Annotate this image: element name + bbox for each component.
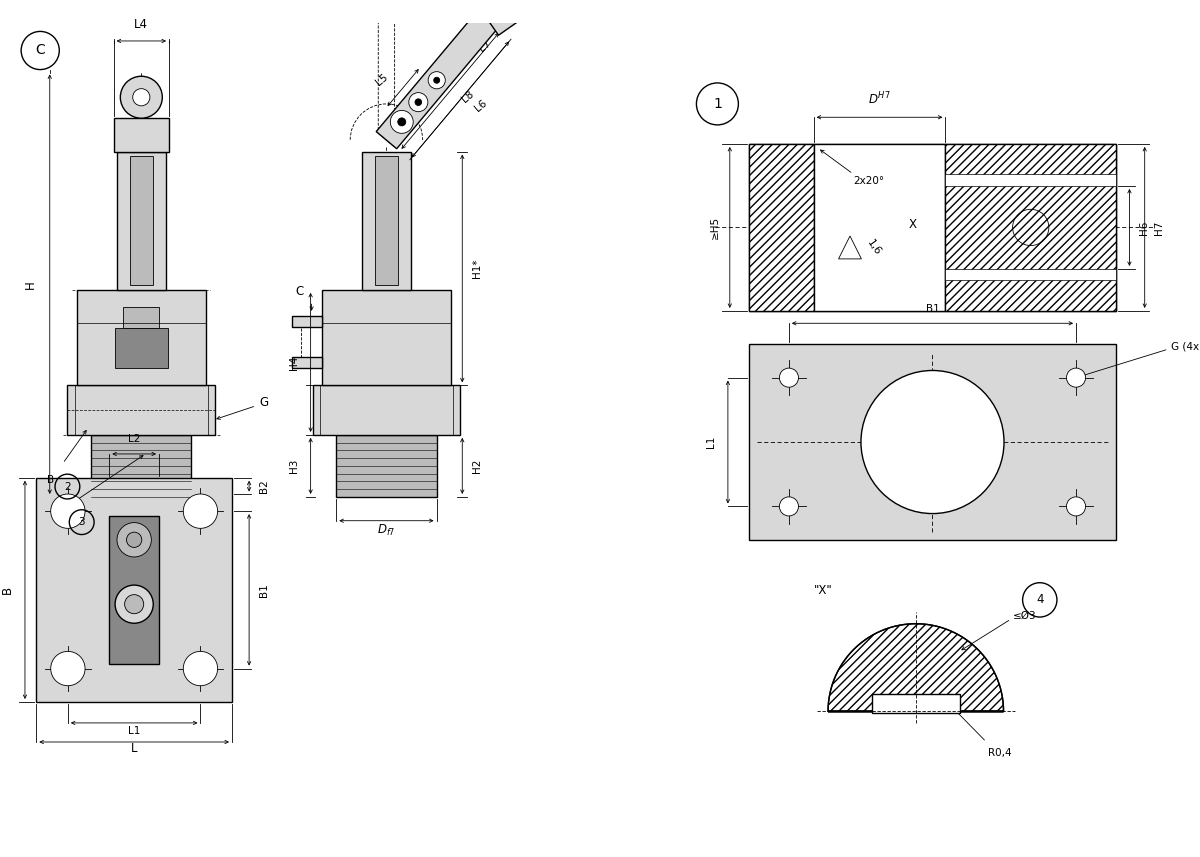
Text: H7: H7 [1154,220,1164,235]
Circle shape [120,76,162,118]
Text: 2: 2 [64,482,71,492]
Text: $D^{H7}$: $D^{H7}$ [869,91,890,108]
Bar [292,315,322,327]
Circle shape [1067,497,1086,516]
Circle shape [116,523,151,557]
Circle shape [860,370,1004,513]
Bar [814,144,946,311]
Circle shape [409,93,428,111]
Bar [91,434,191,497]
Circle shape [50,494,85,529]
Bar [109,516,158,664]
Text: L4: L4 [134,18,149,32]
Circle shape [133,88,150,105]
Bar [301,315,322,369]
Circle shape [115,585,154,623]
Bar [946,144,1116,311]
Polygon shape [377,11,498,149]
Text: H: H [24,279,37,289]
Bar [292,357,322,369]
Circle shape [780,497,798,516]
Text: L5: L5 [373,72,390,88]
Text: 1: 1 [713,97,722,111]
Circle shape [184,651,217,686]
Bar [77,290,205,386]
Circle shape [184,494,217,529]
Text: B1: B1 [925,303,940,314]
Bar [872,694,960,713]
Bar [312,386,461,434]
Bar [114,118,169,152]
Bar [322,290,451,386]
Bar [36,478,232,702]
Text: 3: 3 [78,517,85,527]
Bar [67,386,215,434]
Text: $D_{f7}$: $D_{f7}$ [377,523,396,538]
Polygon shape [828,624,1003,711]
Text: G: G [259,396,269,410]
Text: B1: B1 [259,583,269,596]
Text: G (4x): G (4x) [1171,341,1200,351]
Bar [115,328,168,369]
Text: H3: H3 [289,458,299,473]
Circle shape [50,651,85,686]
Text: L1: L1 [128,726,140,736]
Bar [946,175,1116,186]
Circle shape [415,99,421,105]
Text: "X": "X" [814,584,833,597]
Text: L7: L7 [476,38,493,53]
Text: ≥H5: ≥H5 [710,216,720,239]
Bar [749,144,1116,311]
Text: B: B [47,475,54,485]
Text: B2: B2 [259,479,269,493]
Circle shape [780,369,798,387]
Text: A: A [54,512,61,523]
Circle shape [1067,369,1086,387]
Bar [749,345,1116,540]
Bar [116,152,166,290]
Text: 1,6: 1,6 [865,237,883,257]
Bar [946,269,1116,280]
Circle shape [125,595,144,614]
Text: L1: L1 [707,436,716,448]
Circle shape [433,77,439,83]
Text: L: L [131,742,138,755]
Circle shape [126,532,142,548]
Text: L2: L2 [128,434,140,445]
Circle shape [397,118,406,126]
Bar [336,434,437,497]
Text: ≤Ø3: ≤Ø3 [1013,611,1037,621]
Bar [130,156,152,285]
Text: H1*: H1* [472,259,482,279]
Bar [749,144,814,311]
Text: B: B [0,586,13,594]
Text: R0,4: R0,4 [989,747,1012,758]
Text: C: C [295,285,304,298]
Bar [124,307,160,328]
Polygon shape [476,0,541,35]
Bar [374,156,398,285]
Text: H6: H6 [1139,220,1148,235]
Circle shape [390,111,413,134]
Text: 4: 4 [1036,593,1044,607]
Text: X: X [908,218,917,231]
Text: H4: H4 [289,355,299,369]
Text: C: C [35,44,46,57]
Bar [361,152,412,290]
Circle shape [428,72,445,89]
Text: L8: L8 [461,89,476,105]
Text: H2: H2 [472,458,482,473]
Text: 2x20°: 2x20° [853,176,884,186]
Text: L6: L6 [473,98,488,113]
